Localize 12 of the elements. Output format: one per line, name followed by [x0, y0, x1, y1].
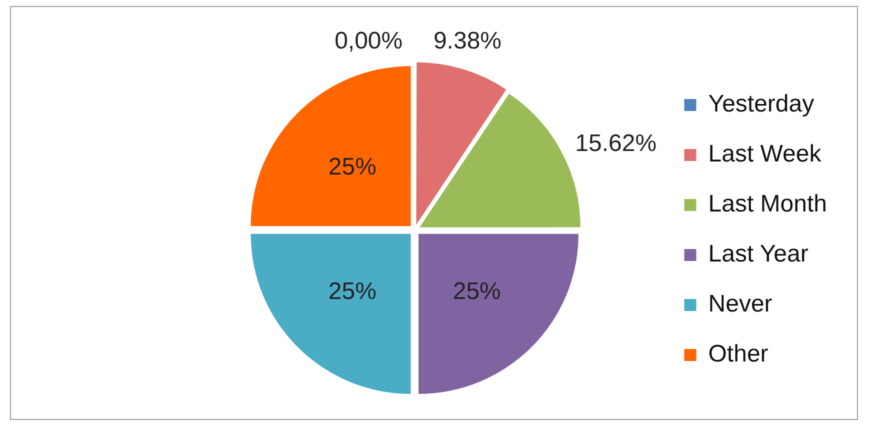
legend-label: Last Week: [708, 140, 822, 168]
data-label: 25%: [328, 153, 376, 180]
text: 0,00%: [334, 28, 403, 55]
legend-label: Never: [708, 290, 772, 318]
data-label: 25%: [452, 278, 501, 305]
legend-label: Last Month: [708, 190, 827, 218]
legend-label: Other: [708, 340, 768, 368]
data-label: 15.62%: [575, 130, 657, 157]
data-label: 9.38%: [433, 28, 502, 55]
data-label: 25%: [328, 278, 376, 305]
legend-label: Yesterday: [708, 90, 814, 118]
legend-label: Last Year: [708, 240, 808, 268]
